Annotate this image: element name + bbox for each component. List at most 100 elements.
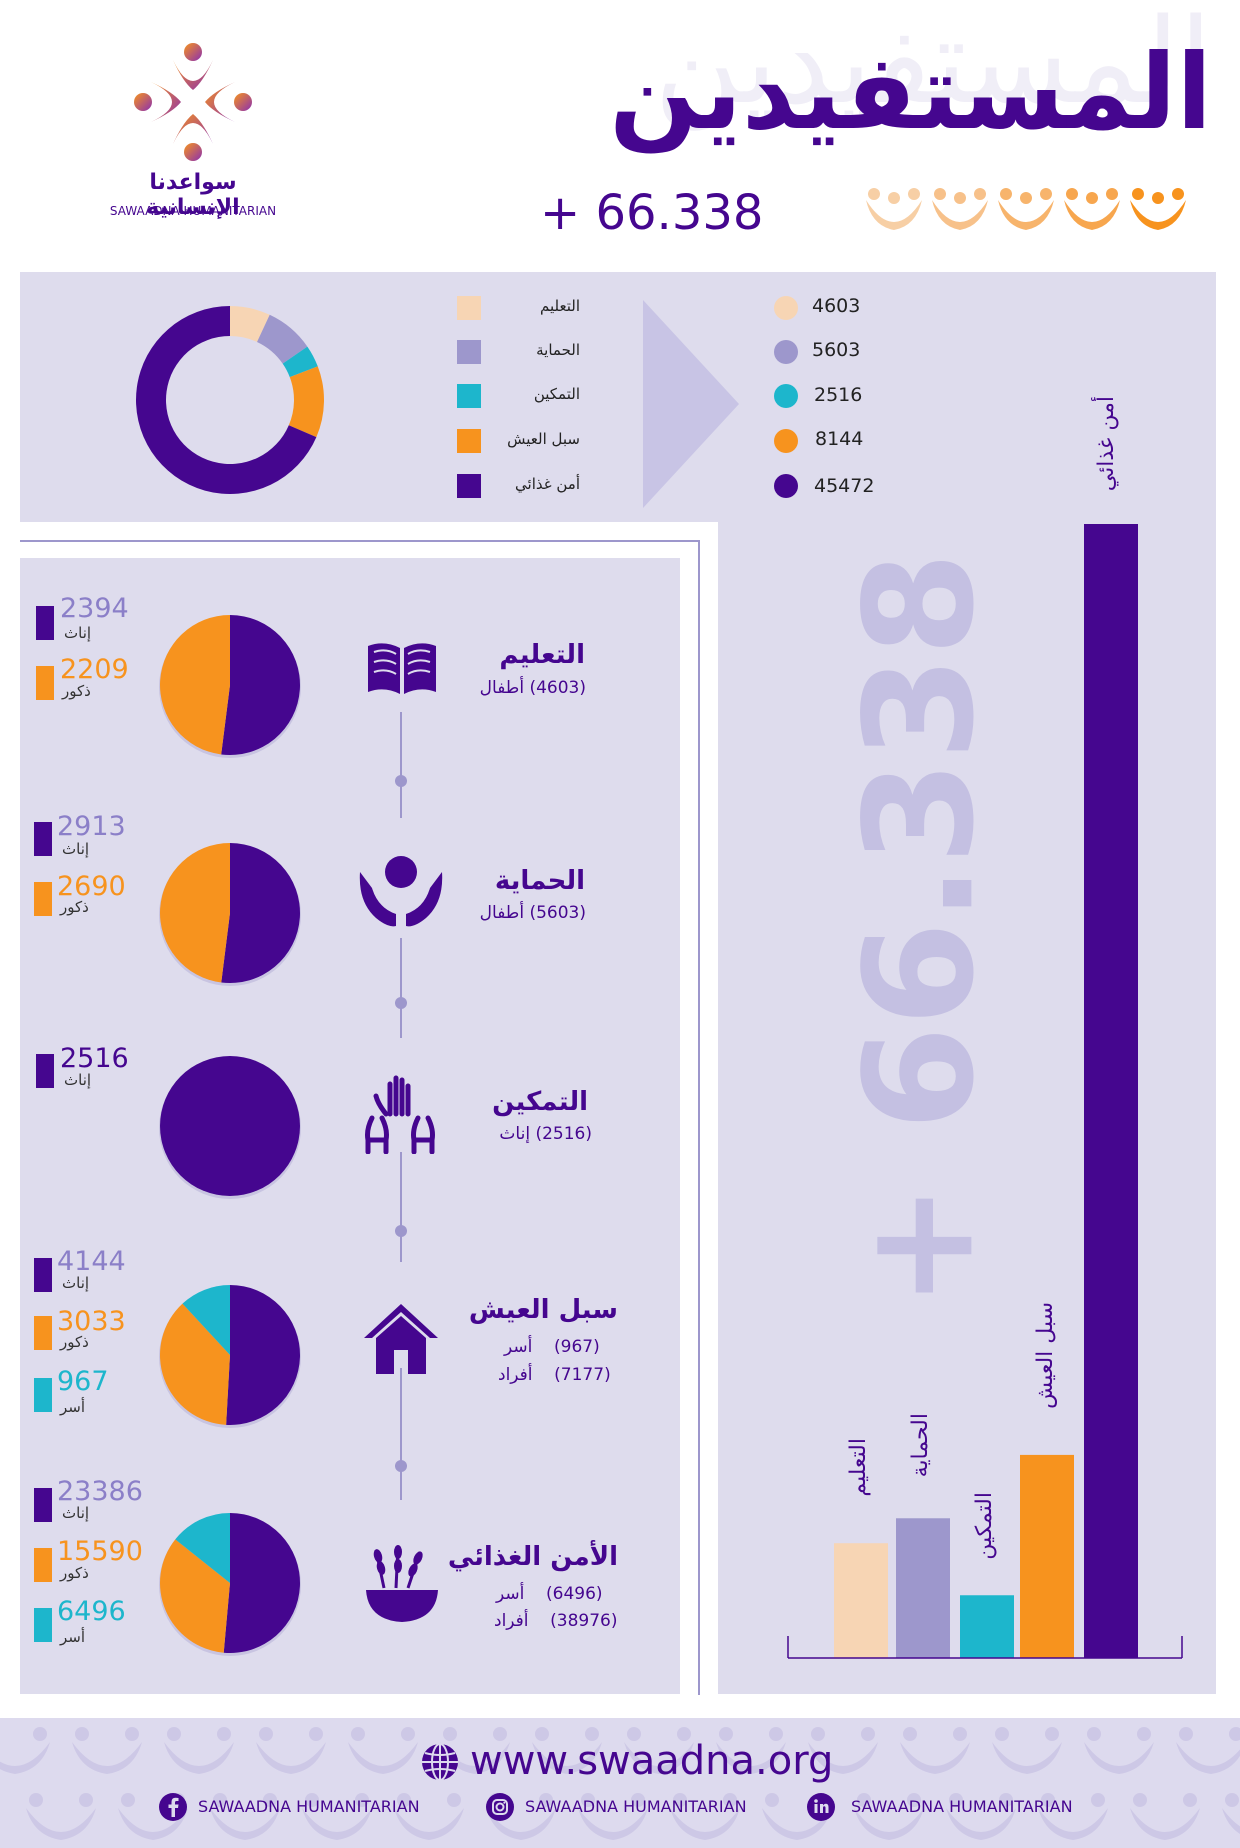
category-title: الحماية xyxy=(494,866,585,896)
legend-label: أمن غذائي xyxy=(515,475,580,493)
pattern-mark xyxy=(1130,1793,1200,1840)
stat-swatch xyxy=(34,882,52,916)
pie-protection xyxy=(159,843,301,986)
stat-number: 2394 xyxy=(60,593,129,624)
stat-label: إناث xyxy=(64,624,92,642)
bar xyxy=(896,1518,950,1658)
legend-dot xyxy=(774,340,798,364)
linkedin-icon[interactable] xyxy=(806,1792,836,1822)
bar-label: التعليم xyxy=(846,1438,871,1497)
stat-number: 2913 xyxy=(57,811,126,842)
pie-food-security xyxy=(159,1513,301,1656)
arrow-triangle xyxy=(643,300,739,508)
house-icon xyxy=(364,1304,438,1374)
stat-number: 2209 xyxy=(60,654,129,685)
legend-value: 4603 xyxy=(812,295,861,317)
instagram-icon[interactable] xyxy=(485,1792,515,1822)
stat-number: 2516 xyxy=(60,1043,129,1074)
categories-panel xyxy=(20,558,680,1694)
stat-number: 2690 xyxy=(57,871,126,902)
pattern-mark xyxy=(946,1793,1016,1840)
legend-swatch xyxy=(457,340,481,364)
category-subtitle: (6496) أسر xyxy=(496,1584,603,1604)
pie-slice xyxy=(226,1285,300,1425)
pie-slice xyxy=(160,843,230,983)
category-title: التمكين xyxy=(492,1087,588,1117)
website-link[interactable]: www.swaadna.org xyxy=(470,1738,834,1784)
pattern-mark xyxy=(900,1727,970,1774)
legend-swatch xyxy=(457,384,481,408)
bar xyxy=(960,1595,1014,1658)
category-subtitle: (38976) أفراد xyxy=(494,1611,618,1631)
book-icon xyxy=(368,643,436,694)
person-icon xyxy=(998,188,1054,230)
stat-swatch xyxy=(34,1316,52,1350)
pattern-mark xyxy=(1222,1793,1240,1834)
pie-slice xyxy=(160,1303,230,1425)
stat-number: 967 xyxy=(57,1366,109,1397)
bar-label: الحماية xyxy=(908,1413,933,1478)
stat-number: 4144 xyxy=(57,1246,126,1277)
stat-label: أسر xyxy=(60,1628,86,1646)
legend-value: 2516 xyxy=(814,384,863,406)
donut-slice xyxy=(135,306,317,494)
legend-dot xyxy=(774,429,798,453)
category-subtitle: (7177) أفراد xyxy=(498,1365,611,1385)
category-title: سبل العيش xyxy=(468,1295,618,1325)
person-icon xyxy=(866,188,922,230)
pie-empowerment xyxy=(159,1056,301,1199)
stat-swatch xyxy=(36,606,54,640)
grain-bowl-icon xyxy=(366,1545,438,1622)
pie-education xyxy=(159,615,301,758)
legend-label: التعليم xyxy=(540,297,580,315)
pie-slice xyxy=(221,843,301,983)
donut-chart xyxy=(135,306,324,494)
org-name-english: SAWAADNA HUMANITARIAN xyxy=(109,204,277,218)
donut-slice xyxy=(282,346,318,378)
category-subtitle: (5603) أطفال xyxy=(479,903,586,923)
category-subtitle: (967) أسر xyxy=(504,1337,600,1357)
pattern-mark xyxy=(72,1727,142,1774)
instagram-link[interactable]: SAWAADNA HUMANITARIAN xyxy=(525,1797,747,1816)
bar xyxy=(834,1543,888,1658)
pattern-mark xyxy=(26,1793,96,1840)
donut-slice xyxy=(257,314,308,364)
pattern-mark xyxy=(394,1793,464,1840)
bar-label: أمن غذائي xyxy=(1094,396,1119,492)
stat-number: 6496 xyxy=(57,1596,126,1627)
people-icons-row xyxy=(866,188,1186,230)
legend-dot xyxy=(774,296,798,320)
stat-swatch xyxy=(36,1054,54,1088)
legend-label: التمكين xyxy=(533,385,580,403)
logo-icon xyxy=(134,43,252,161)
protection-hands-icon xyxy=(359,856,443,927)
page-title: المستفيدين xyxy=(609,31,1212,153)
pie-slice xyxy=(221,615,300,755)
title-watermark: المستفيدين xyxy=(654,0,1212,130)
pie-slice xyxy=(160,1539,230,1653)
category-title: التعليم xyxy=(499,640,585,670)
facebook-icon[interactable] xyxy=(158,1792,188,1822)
legend-swatch xyxy=(457,429,481,453)
pattern-mark xyxy=(1038,1793,1108,1840)
pie-slice xyxy=(160,1056,300,1196)
pattern-mark xyxy=(256,1727,326,1774)
facebook-link[interactable]: SAWAADNA HUMANITARIAN xyxy=(198,1797,420,1816)
category-title: الأمن الغذائي xyxy=(447,1542,618,1572)
stat-label: أسر xyxy=(60,1398,86,1416)
categories-frame xyxy=(20,540,700,1695)
stat-label: إناث xyxy=(64,1071,92,1089)
pattern-mark xyxy=(1084,1727,1154,1774)
stat-swatch xyxy=(34,1608,52,1642)
org-name-arabic: سواعدنا الإنسانية xyxy=(146,170,240,220)
raised-hands-icon xyxy=(365,1075,435,1154)
donut-slice xyxy=(288,366,324,438)
pattern-mark xyxy=(532,1727,602,1774)
pattern-mark xyxy=(808,1727,878,1774)
stat-number: 23386 xyxy=(57,1476,143,1507)
category-subtitle: (2516) إناث xyxy=(499,1124,592,1144)
pattern-mark xyxy=(578,1793,648,1840)
legend-dot xyxy=(774,384,798,408)
legend-value: 45472 xyxy=(814,475,875,497)
linkedin-link[interactable]: SAWAADNA HUMANITARIAN xyxy=(851,1797,1073,1816)
